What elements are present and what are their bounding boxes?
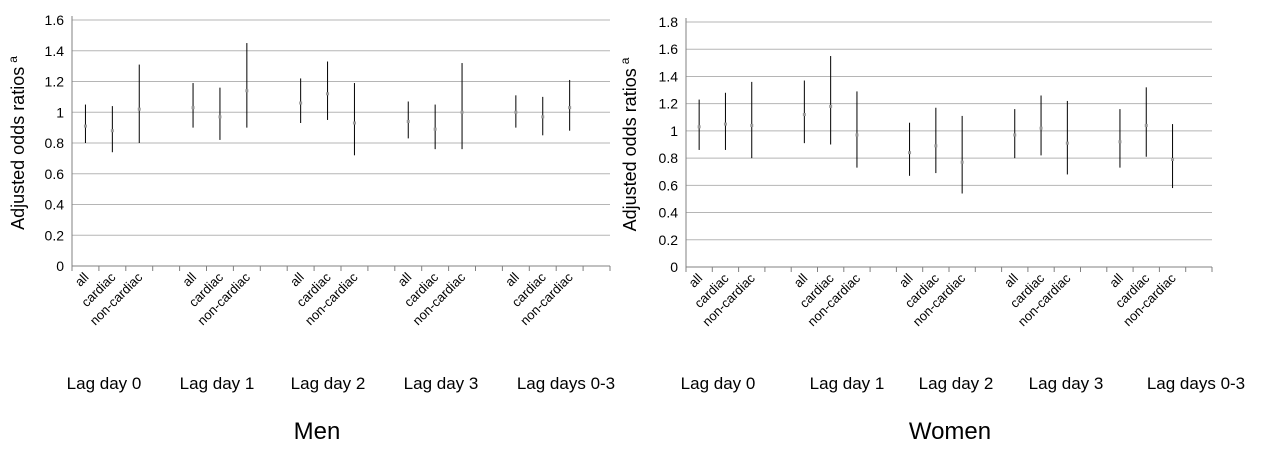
y-tick-label: 0.4	[659, 205, 679, 221]
y-axis-label: Adjusted odds ratiosa	[6, 56, 28, 230]
y-tick-label: 1.6	[659, 41, 679, 57]
point-estimate	[110, 129, 114, 133]
y-tick-label: 0.6	[659, 177, 679, 193]
point-estimate	[245, 89, 249, 93]
point-estimate	[855, 133, 859, 137]
x-category-label: all	[791, 270, 811, 290]
y-tick-label: 0	[670, 259, 678, 275]
group-label: Lag day 3	[404, 374, 479, 393]
point-estimate	[1039, 126, 1043, 130]
point-estimate	[83, 124, 87, 128]
y-tick-label: 1.8	[659, 14, 679, 30]
x-category-label: all	[502, 269, 522, 289]
point-estimate	[218, 115, 222, 119]
point-estimate	[723, 122, 727, 126]
y-tick-label: 0	[56, 258, 64, 274]
point-estimate	[568, 106, 572, 110]
point-estimate	[960, 160, 964, 164]
y-tick-label: 1.6	[45, 12, 65, 28]
x-category-label: all	[395, 269, 415, 289]
point-estimate	[191, 106, 195, 110]
y-tick-label: 1.4	[45, 43, 65, 59]
y-tick-label: 0.6	[45, 166, 65, 182]
point-estimate	[1013, 133, 1017, 137]
point-estimate	[697, 125, 701, 129]
group-label: Lag days 0-3	[1147, 374, 1245, 393]
y-tick-label: 1.2	[659, 96, 679, 112]
point-estimate	[1118, 140, 1122, 144]
group-label: Lag day 0	[67, 374, 142, 393]
group-label: Lag days 0-3	[517, 374, 615, 393]
point-estimate	[541, 115, 545, 119]
y-tick-label: 0.4	[45, 197, 65, 213]
chart-men: 0 0.2 0.4 0.6 0.8 1 1.2 1.4 1.6 Adjusted odds rat…	[6, 12, 615, 445]
point-estimate	[750, 123, 754, 127]
panel-title: Women	[909, 418, 991, 445]
point-estimate	[326, 92, 330, 96]
x-category-label: all	[1106, 270, 1126, 290]
point-estimate	[802, 113, 806, 117]
point-estimate	[433, 127, 437, 131]
x-category-label: all	[1001, 270, 1021, 290]
point-estimate	[299, 101, 303, 105]
y-tick-label: 1	[56, 104, 64, 120]
x-category-label: all	[179, 269, 199, 289]
chart-women: 0 0.2 0.4 0.6 0.8 1 1.2 1.4 1.6 1.8 Adjusted odds …	[620, 14, 1245, 445]
y-tick-label: 0.2	[659, 232, 679, 248]
y-tick-label: 1	[670, 123, 678, 139]
point-estimate	[1065, 141, 1069, 145]
point-estimate	[908, 151, 912, 155]
y-tick-label: 0.8	[45, 135, 65, 151]
point-estimate	[1171, 157, 1175, 161]
y-tick-label: 1.2	[45, 74, 65, 90]
point-estimate	[352, 121, 356, 125]
x-category-label: all	[287, 269, 307, 289]
group-label: Lag day 3	[1029, 374, 1104, 393]
group-label: Lag day 2	[919, 374, 994, 393]
point-estimate	[514, 110, 518, 114]
group-label: Lag day 0	[681, 374, 756, 393]
y-tick-label: 0.8	[659, 150, 679, 166]
point-estimate	[406, 119, 410, 123]
point-estimate	[137, 107, 141, 111]
x-category-label: all	[72, 269, 92, 289]
group-label: Lag day 1	[810, 374, 885, 393]
panel-title: Men	[294, 418, 341, 445]
point-estimate	[460, 110, 464, 114]
y-axis-label: Adjusted odds ratiosa	[620, 57, 640, 231]
group-label: Lag day 1	[180, 374, 255, 393]
x-category-label: all	[896, 270, 916, 290]
point-estimate	[1144, 123, 1148, 127]
x-category-label: all	[685, 270, 705, 290]
y-tick-label: 0.2	[45, 227, 65, 243]
point-estimate	[934, 144, 938, 148]
point-estimate	[829, 104, 833, 108]
group-label: Lag day 2	[291, 374, 366, 393]
y-tick-label: 1.4	[659, 68, 679, 84]
